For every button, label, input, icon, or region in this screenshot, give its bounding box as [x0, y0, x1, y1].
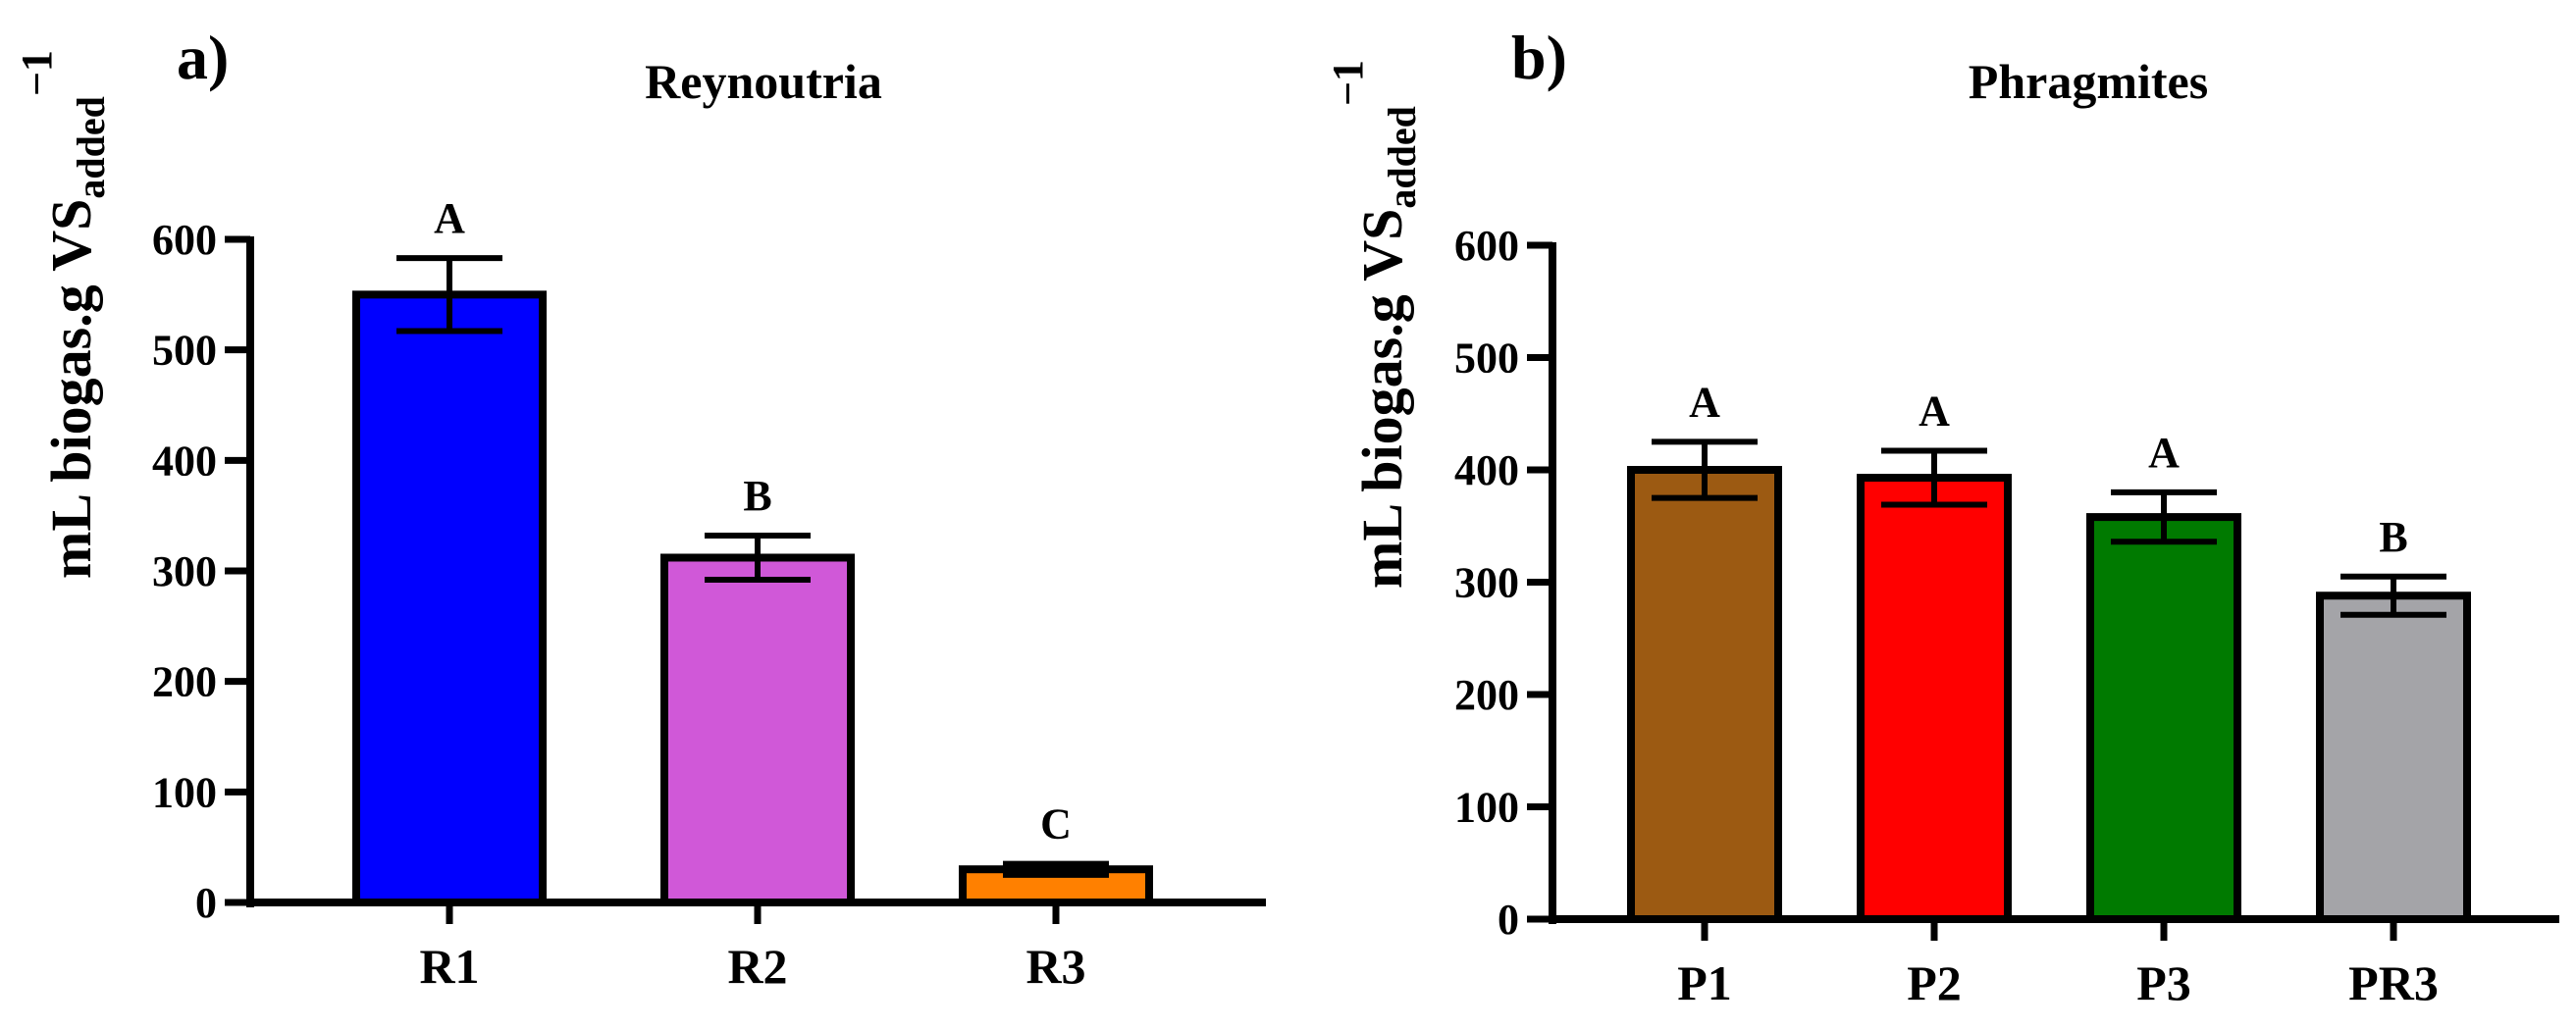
y-tick-label-b: 200: [1454, 671, 1519, 719]
x-tick-label-P3: P3: [2136, 955, 2191, 1010]
x-tick-label-R1: R1: [419, 939, 479, 994]
bar-P1: [1627, 466, 1782, 923]
y-axis-label-main-b: mL biogas.g VS: [1350, 209, 1414, 589]
panel-label-b: b): [1511, 23, 1567, 92]
plot-area-b: 0 100 200 300 400 500 600 A P1 A P2 A P3 B PR3: [1454, 222, 2559, 1010]
chart-panel-a: a) Reynoutria mL biogas.g VSadded−1 0 100…: [13, 23, 1266, 994]
y-tick-label-a: 600: [152, 216, 217, 264]
y-tick-label-b: 0: [1498, 896, 1519, 944]
significance-label-R1: A: [434, 194, 465, 242]
bar-P3: [2086, 513, 2241, 924]
y-tick-label-b: 600: [1454, 222, 1519, 270]
significance-label-P2: A: [1919, 387, 1950, 436]
y-axis-label-main-a: mL biogas.g VS: [39, 199, 103, 579]
y-tick-label-a: 0: [195, 879, 217, 927]
y-tick-label-a: 400: [152, 437, 217, 485]
significance-label-P1: A: [1689, 378, 1720, 426]
y-tick-label-b: 400: [1454, 446, 1519, 494]
y-axis-label-sub-a: added: [69, 96, 113, 199]
x-tick-label-R2: R2: [727, 939, 787, 994]
y-tick-label-a: 200: [152, 658, 217, 706]
significance-label-P3: A: [2148, 429, 2180, 477]
chart-panel-b: b) Phragmites mL biogas.g VSadded−1 0 100…: [1324, 23, 2559, 1010]
y-tick-label-b: 100: [1454, 784, 1519, 832]
chart-title-a: Reynoutria: [645, 54, 882, 109]
x-tick-label-PR3: PR3: [2348, 955, 2439, 1010]
y-tick-label-a: 300: [152, 547, 217, 595]
bar-R1: [352, 290, 547, 907]
bar-R2: [660, 553, 855, 906]
x-tick-label-R3: R3: [1025, 939, 1085, 994]
significance-label-PR3: B: [2379, 513, 2407, 561]
bar-P2: [1857, 474, 2012, 923]
y-axis-label-b: mL biogas.g VSadded−1: [1324, 60, 1424, 589]
y-axis-label-sup-a: −1: [13, 50, 61, 96]
y-axis-label-sup-b: −1: [1324, 60, 1372, 106]
bar-PR3: [2316, 592, 2471, 923]
chart-title-b: Phragmites: [1969, 54, 2208, 109]
y-tick-label-a: 100: [152, 768, 217, 816]
significance-label-R3: C: [1040, 800, 1072, 849]
y-tick-label-b: 500: [1454, 334, 1519, 383]
panel-label-a: a): [177, 23, 229, 92]
y-tick-label-a: 500: [152, 327, 217, 375]
y-axis-label-sub-b: added: [1380, 106, 1424, 209]
x-tick-label-P1: P1: [1677, 955, 1732, 1010]
y-tick-label-b: 300: [1454, 559, 1519, 607]
plot-area-a: 0 100 200 300 400 500 600 A R1 B R2 C R3: [152, 194, 1266, 994]
significance-label-R2: B: [743, 472, 771, 520]
x-tick-label-P2: P2: [1907, 955, 1962, 1010]
y-axis-label-a: mL biogas.g VSadded−1: [13, 50, 113, 579]
